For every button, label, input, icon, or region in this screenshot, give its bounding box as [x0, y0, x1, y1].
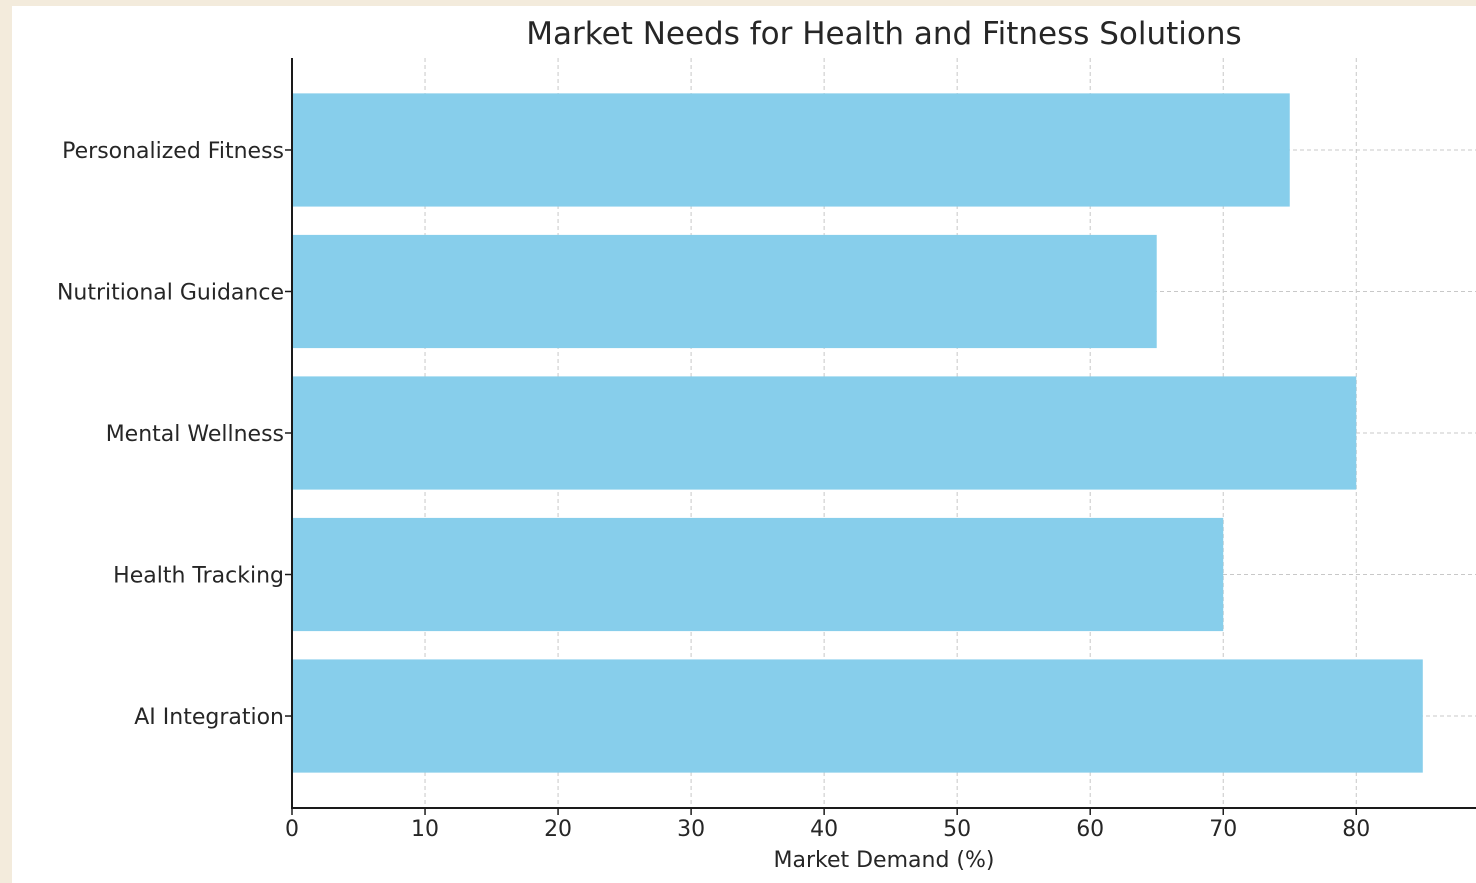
bar	[292, 518, 1223, 631]
x-tick-label: 30	[677, 817, 705, 842]
bars	[292, 93, 1423, 772]
x-tick-label: 10	[411, 817, 439, 842]
y-tick-label: Health Tracking	[113, 564, 284, 589]
bar-chart: Market Needs for Health and Fitness Solu…	[12, 6, 1476, 883]
x-tick-label: 20	[544, 817, 572, 842]
x-tick-label: 70	[1209, 817, 1237, 842]
bar	[292, 376, 1356, 489]
bar	[292, 93, 1290, 206]
chart-figure: Market Needs for Health and Fitness Solu…	[12, 6, 1476, 883]
y-tick-label: Nutritional Guidance	[57, 280, 284, 305]
bar	[292, 235, 1157, 348]
x-tick-label: 40	[810, 817, 838, 842]
x-tick-label: 80	[1342, 817, 1370, 842]
y-tick-label: AI Integration	[134, 705, 284, 730]
x-axis-label: Market Demand (%)	[774, 848, 995, 873]
x-tick-label: 0	[285, 817, 299, 842]
x-tick-label: 60	[1076, 817, 1104, 842]
chart-title: Market Needs for Health and Fitness Solu…	[526, 16, 1241, 52]
bar	[292, 659, 1423, 772]
y-tick-label: Personalized Fitness	[62, 139, 284, 164]
x-tick-label: 50	[943, 817, 971, 842]
y-tick-label: Mental Wellness	[106, 422, 284, 447]
